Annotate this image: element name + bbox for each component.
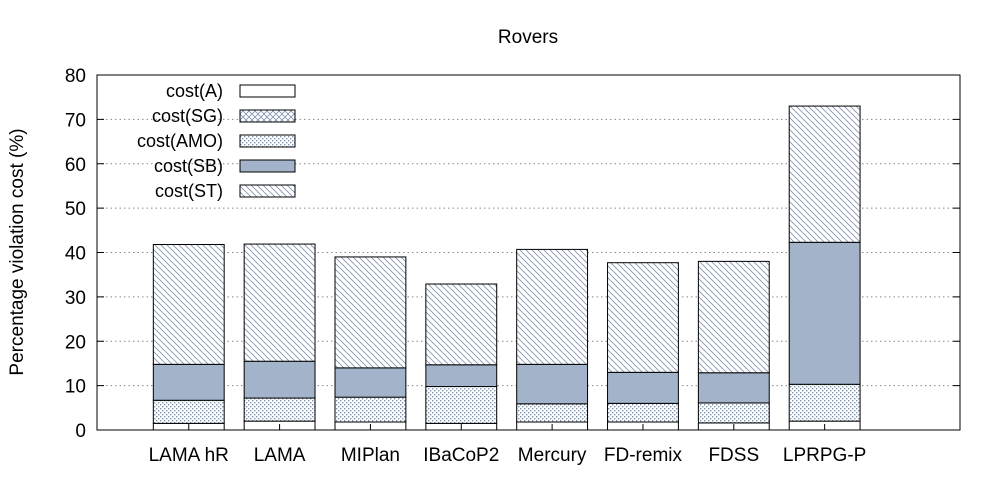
y-tick-label: 80 <box>65 66 86 87</box>
bars <box>152 105 861 431</box>
bar-segment <box>425 283 498 366</box>
x-axis-labels: LAMA hR LAMA MIPlan IBaCoP2 Mercury FD-remix F… <box>149 424 866 466</box>
legend-swatch <box>239 159 296 173</box>
bar-segment <box>697 260 770 374</box>
y-axis-ticks: 0 10 20 30 40 50 60 70 80 <box>65 66 960 442</box>
bar-segment <box>334 396 407 423</box>
legend-label: cost(SB) <box>154 156 223 176</box>
x-tick-label: LAMA <box>254 445 306 466</box>
bar-segment <box>334 367 407 398</box>
legend-label: cost(SG) <box>152 106 223 126</box>
legend-label: cost(ST) <box>155 181 223 201</box>
bar-stack <box>243 243 316 431</box>
y-tick-label: 70 <box>65 110 86 131</box>
x-tick-label: LAMA hR <box>149 445 229 466</box>
x-tick-label: FD-remix <box>604 445 683 466</box>
legend-swatch <box>239 134 296 148</box>
bar-stack <box>607 262 679 431</box>
y-axis-label: Percentage violation cost (%) <box>7 128 28 375</box>
bar-segment <box>697 402 770 424</box>
bar-stack <box>788 105 861 431</box>
x-tick-label: IBaCoP2 <box>423 445 499 466</box>
legend-swatch <box>239 84 296 98</box>
bar-stack <box>697 260 770 431</box>
bar-segment <box>334 256 407 369</box>
x-tick-label: Mercury <box>518 445 587 466</box>
legend-label: cost(A) <box>166 81 223 101</box>
bar-stack <box>152 244 225 431</box>
bar-stack <box>425 283 498 431</box>
chart-title: Rovers <box>498 27 558 48</box>
y-tick-label: 0 <box>75 421 86 442</box>
bar-segment <box>788 105 861 243</box>
bar-segment <box>425 364 498 388</box>
bar-segment <box>788 241 861 385</box>
legend-swatch <box>239 184 296 198</box>
x-tick-label: LPRPG-P <box>783 445 866 466</box>
y-tick-label: 20 <box>65 332 86 353</box>
bar-segment <box>607 402 679 423</box>
bar-stack <box>334 256 407 431</box>
bar-segment <box>788 383 861 422</box>
y-tick-label: 10 <box>65 377 86 398</box>
bar-segment <box>516 363 589 405</box>
legend-swatch <box>239 109 296 123</box>
x-tick-label: FDSS <box>708 445 759 466</box>
bar-segment <box>425 386 498 424</box>
legend-label: cost(AMO) <box>137 131 223 151</box>
x-tick-label: MIPlan <box>341 445 400 466</box>
y-tick-label: 40 <box>65 244 86 265</box>
bar-segment <box>607 262 679 373</box>
bar-segment <box>152 244 225 365</box>
bar-segment <box>516 248 589 365</box>
bar-segment <box>697 372 770 404</box>
legend: cost(A) cost(SG) cost(AMO) cost(SB) cost(ST) <box>137 81 296 201</box>
bar-segment <box>607 371 679 404</box>
bar-segment <box>243 397 316 422</box>
y-tick-label: 30 <box>65 288 86 309</box>
bar-segment <box>243 243 316 362</box>
bar-segment <box>152 399 225 424</box>
y-tick-label: 60 <box>65 155 86 176</box>
bar-segment <box>152 363 225 401</box>
bar-stack <box>516 248 589 431</box>
bar-segment <box>516 403 589 423</box>
bar-segment <box>243 360 316 399</box>
y-tick-label: 50 <box>65 199 86 220</box>
